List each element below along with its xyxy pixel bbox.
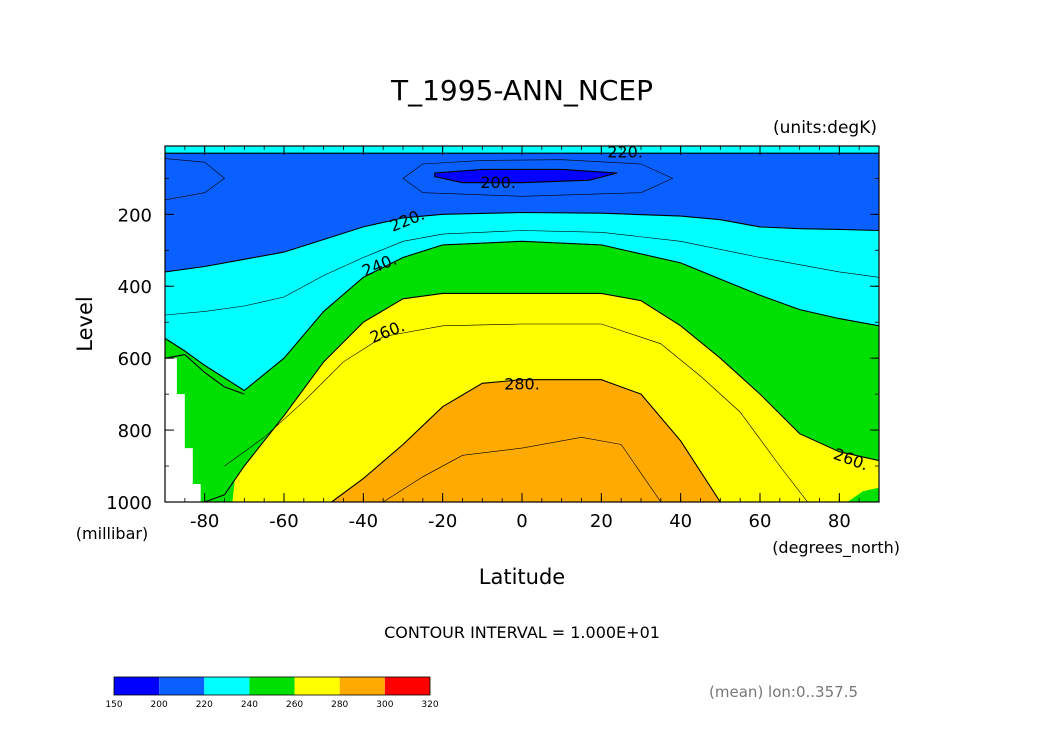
band-200-220: [165, 153, 879, 272]
missing-data: [165, 358, 201, 502]
x-axis-units: (degrees_north): [772, 538, 900, 558]
colorbar: 150 200 220 240 260 280 300 320: [105, 676, 439, 710]
x-axis-label: Latitude: [479, 565, 565, 589]
contour-label-1: 200.: [480, 173, 516, 192]
contour-minor-3: [402, 159, 674, 197]
x-tick-label: 60: [749, 511, 772, 532]
contour-260: [204, 292, 879, 502]
colorbar-label: 240: [241, 700, 258, 710]
y-tick-label: 600: [118, 349, 152, 370]
band-below-200: [434, 169, 618, 183]
x-tick-label: -20: [428, 511, 457, 532]
contour-label-5: 280.: [504, 374, 540, 393]
colorbar-label: 300: [376, 700, 393, 710]
y-tick-label: 800: [118, 421, 152, 442]
colorbar-label: 320: [421, 700, 438, 710]
y-axis-label: Level: [73, 296, 97, 351]
footnote: (mean) lon:0..357.5: [709, 683, 858, 701]
y-tick-label: 200: [118, 205, 152, 226]
contour-220: [165, 211, 879, 273]
colorbar-label: 150: [105, 700, 122, 710]
x-tick-label: 0: [516, 511, 527, 532]
units-label: (units:degK): [773, 118, 877, 138]
contour-200: [434, 168, 618, 184]
colorbar-swatch: [339, 677, 385, 695]
x-tick-label: 80: [828, 511, 851, 532]
x-tick-label: 20: [590, 511, 613, 532]
colorbar-label: 200: [151, 700, 168, 710]
colorbar-swatch: [114, 677, 160, 695]
contour-label-text: 200.: [480, 173, 516, 192]
contour-280: [331, 379, 721, 502]
colorbar-swatch: [159, 677, 205, 695]
colorbar-frame: [113, 676, 431, 696]
contour-lines: [165, 152, 879, 502]
contour-minor-1: [224, 323, 808, 502]
contour-label-text: 280.: [504, 374, 540, 393]
x-tick-label: 40: [669, 511, 692, 532]
x-tick-label: -60: [269, 511, 298, 532]
colorbar-label: 280: [331, 700, 348, 710]
x-axis: -80 -60 -40 -20 0 20 40 60 80: [164, 146, 880, 532]
contour-minor-2: [383, 436, 662, 502]
y-tick-label: 1000: [106, 493, 152, 514]
contour-240: [165, 240, 879, 392]
contour-240-south: [165, 354, 245, 395]
x-tick-label: -40: [349, 511, 378, 532]
x-tick-label: -80: [190, 511, 219, 532]
contour-minor-0: [165, 230, 879, 316]
colorbar-swatch: [249, 677, 295, 695]
colorbar-swatch: [204, 677, 250, 695]
contour-interval-text: CONTOUR INTERVAL = 1.000E+01: [384, 623, 660, 642]
y-axis: 200 400 600 800 1000: [106, 177, 879, 514]
colorbar-label: 220: [196, 700, 213, 710]
band-240-260-north: [847, 487, 879, 502]
y-tick-label: 400: [118, 277, 152, 298]
colorbar-swatch: [294, 677, 340, 695]
contour-minor-4: [165, 158, 225, 201]
chart-title: T_1995-ANN_NCEP: [390, 74, 653, 107]
y-axis-units: (millibar): [76, 524, 148, 543]
colorbar-label: 260: [286, 700, 303, 710]
contour-label-text: 220.: [607, 142, 643, 161]
contour-label-0: 220.: [607, 142, 643, 161]
colorbar-swatch: [384, 677, 430, 695]
